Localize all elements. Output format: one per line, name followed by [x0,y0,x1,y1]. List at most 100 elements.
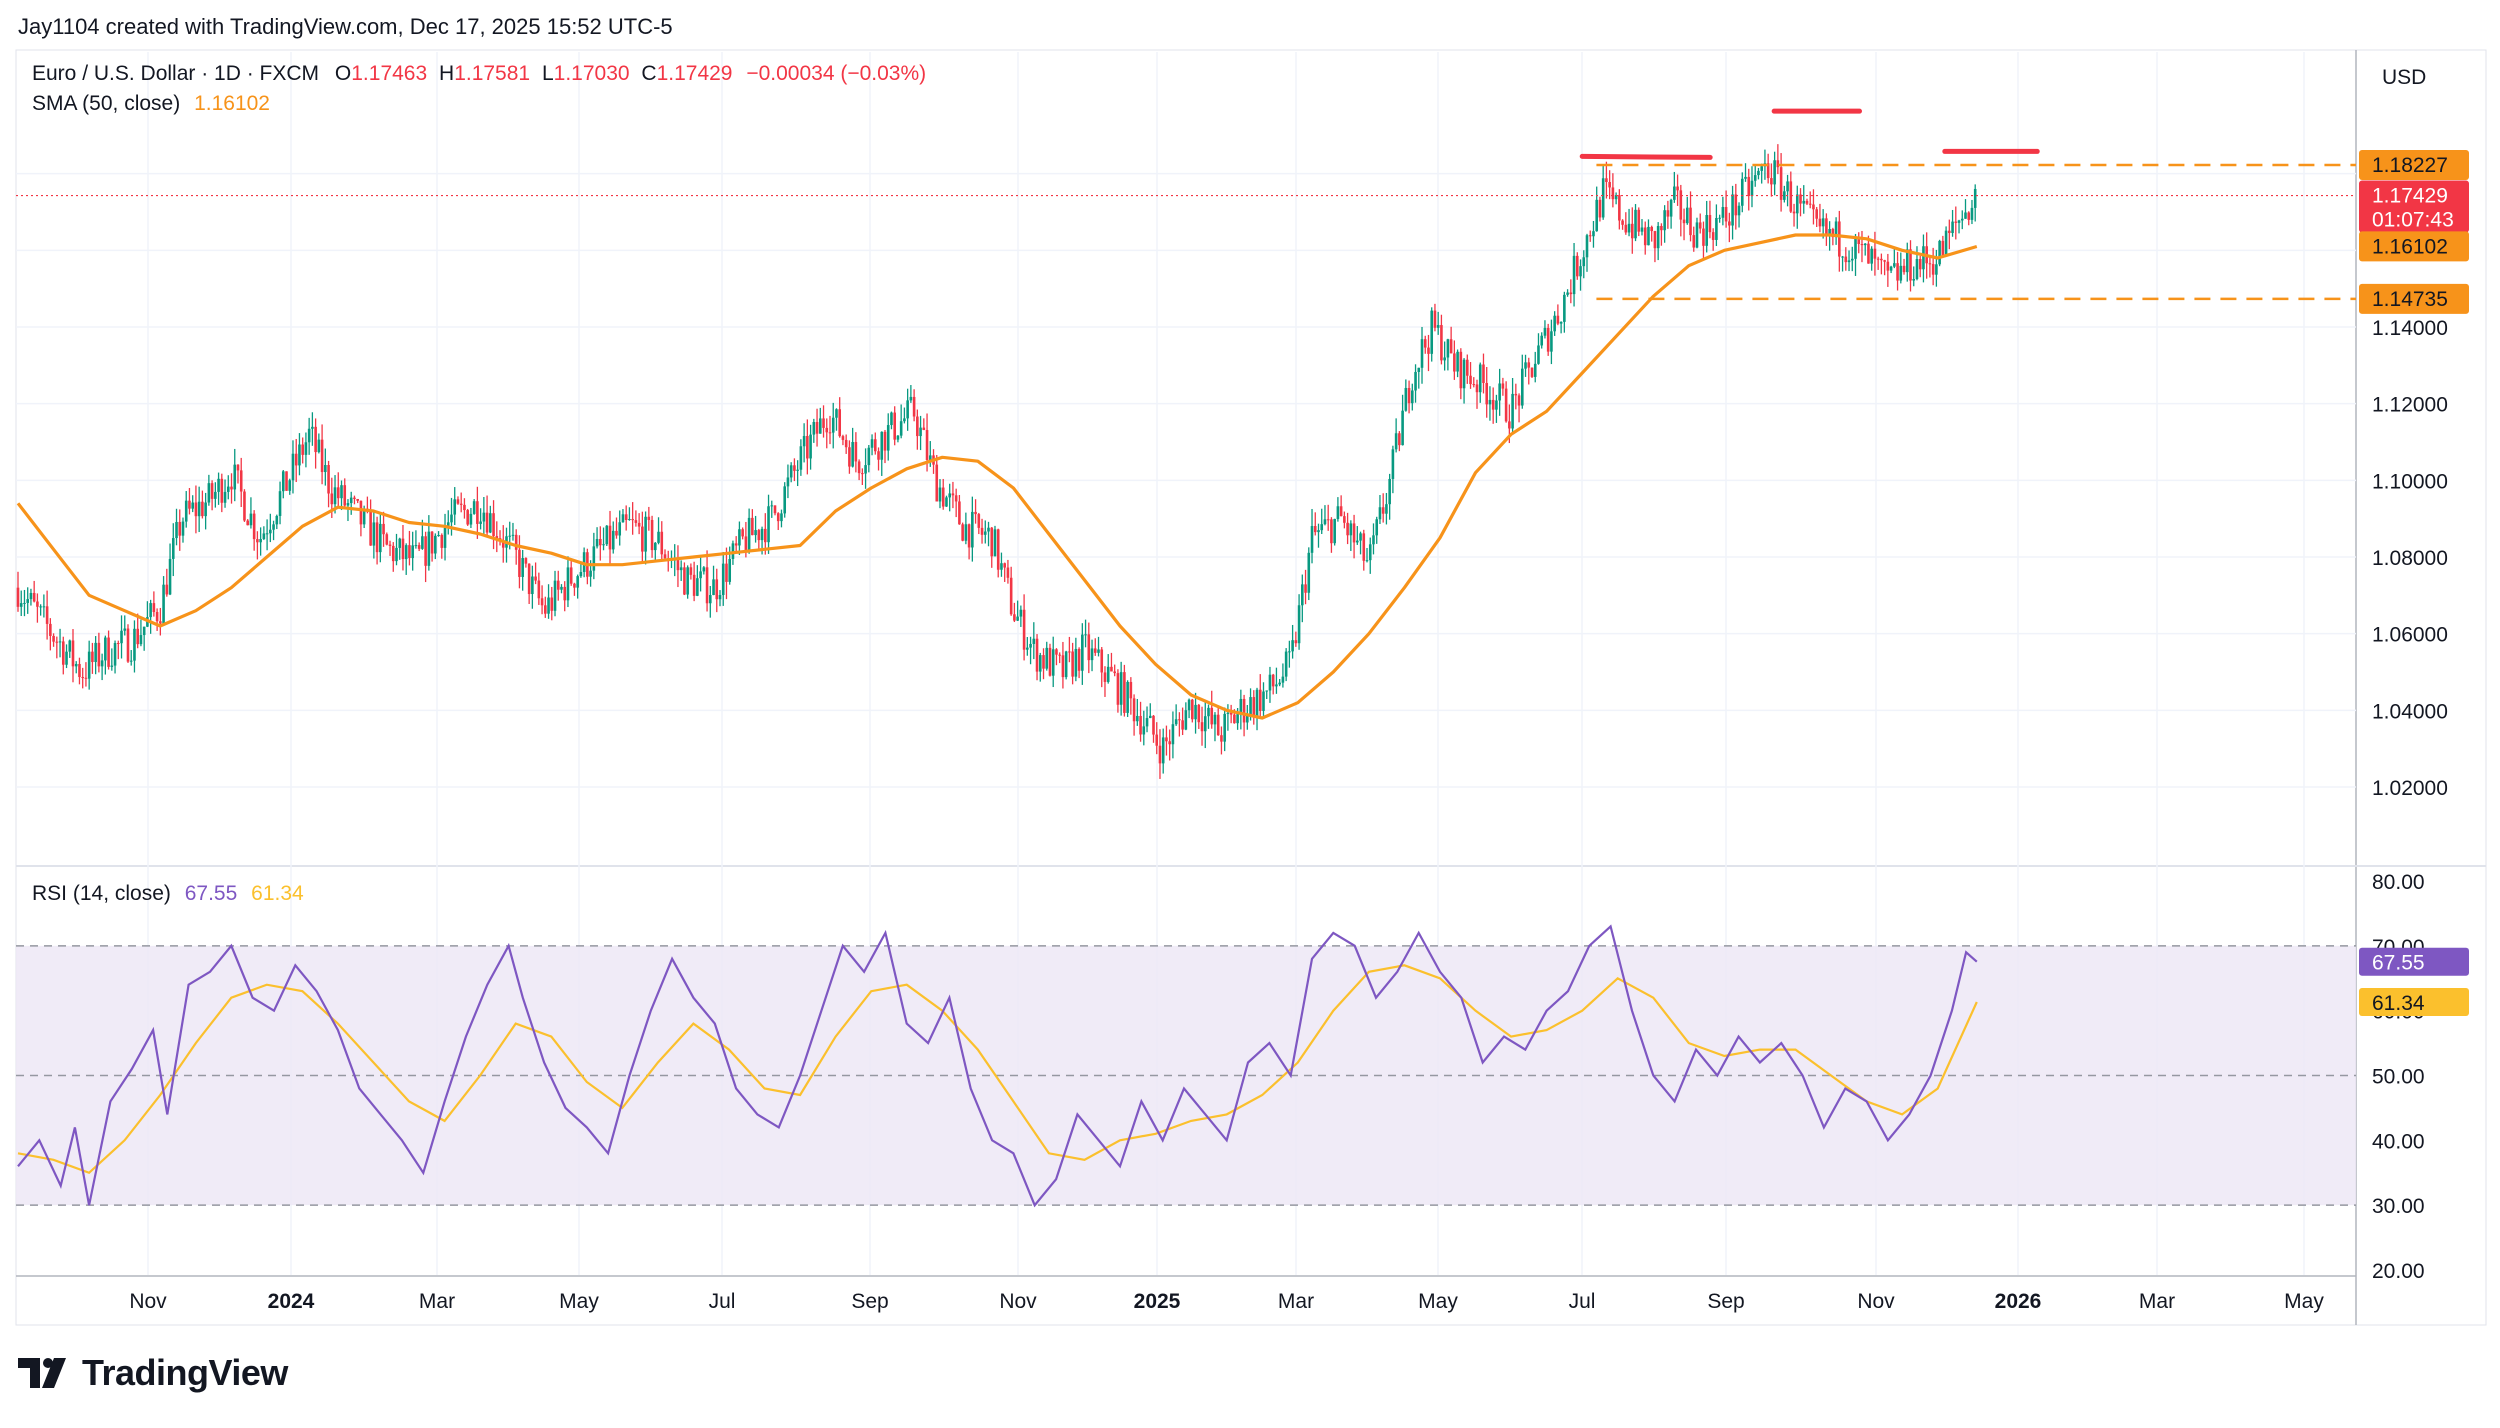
rsi-line [17,924,1978,1208]
candle-body [58,641,62,643]
candle-body [1022,609,1026,650]
candle-body [1258,689,1262,711]
rsi-legend[interactable]: RSI (14, close) 67.55 61.34 [32,882,304,906]
candle-body [1077,648,1081,671]
candle-body [760,528,764,541]
candle-body [330,493,334,505]
candle-body [126,628,130,662]
candle-body [1081,634,1084,671]
candle-body [1288,651,1291,653]
candle-body [1867,243,1870,264]
candle-body [1786,181,1789,192]
candle-body [1844,256,1848,263]
high-label: H [439,62,455,85]
candle-body [1006,567,1010,578]
candle-body [1601,178,1605,218]
candle-body [294,453,298,466]
candle-body [226,486,230,492]
candle-body [382,523,385,535]
candle-body [1915,259,1919,280]
high-value: 1.17581 [454,62,531,85]
candle-body [456,499,460,504]
candle-body [573,583,576,588]
candle-body [637,522,641,527]
candle-body [1517,395,1521,406]
candle-body [1304,584,1307,593]
candle-body [631,518,634,521]
candle-body [113,643,117,666]
candle-body [401,538,405,560]
candle-body [1821,218,1825,227]
candle-body [269,529,272,534]
candle-body [511,534,515,536]
candle-body [1356,540,1359,543]
candle-body [1880,258,1883,261]
candle-body [886,425,890,451]
candle-body [786,477,790,487]
candle-body [485,512,489,533]
candle-body [1705,215,1708,246]
candle-body [1673,186,1676,200]
candle-body [712,579,715,596]
candle-body [236,464,240,471]
currency-label[interactable]: USD [2382,66,2426,89]
candle-body [1203,716,1207,732]
candle-body [1656,226,1660,249]
candle-body [1757,170,1760,176]
candle-body [1721,207,1725,218]
candle-body [446,522,450,528]
candle-body [320,439,324,473]
candle-body [194,502,198,517]
candle-body [544,605,547,614]
candle-body [1446,339,1450,358]
candle-body [252,513,256,540]
candle-body [751,517,754,536]
candle-body [793,465,796,471]
candle-body [880,431,884,460]
sma-legend[interactable]: SMA (50, close) 1.16102 [32,92,270,116]
candle-body [877,451,880,460]
candle-body [1954,221,1958,223]
candle-body [948,493,951,498]
candle-body [123,628,127,631]
candle-body [343,485,347,506]
candle-body [32,592,36,602]
candle-body [553,580,557,611]
candle-body [1417,367,1421,372]
candle-body [1106,666,1110,682]
candle-body [1546,327,1550,352]
tradingview-logo[interactable]: TradingView [18,1352,288,1394]
candle-body [214,491,217,499]
candle-body [1802,200,1806,204]
candle-body [78,663,81,678]
candle-body [385,534,389,545]
candle-body [1944,230,1948,256]
candle-body [1116,673,1120,705]
candle-body [1171,724,1175,745]
candle-body [647,516,651,520]
candle-body [262,533,266,540]
candle-body [281,471,285,492]
candle-body [1352,523,1356,543]
candle-body [1313,526,1317,533]
candle-body [1310,526,1314,553]
candle-body [1792,211,1796,214]
candle-body [1226,712,1230,714]
candle-body [1213,714,1217,725]
candle-body [650,519,654,551]
candle-body [36,601,39,607]
candle-body [1585,235,1589,258]
candle-body [1365,560,1369,562]
rsi-ma-value: 61.34 [251,882,304,905]
candle-body [941,487,945,507]
candle-body [239,470,243,492]
candle-body [514,534,518,550]
candle-body [87,651,91,679]
candle-body [408,545,411,559]
candle-body [1000,563,1003,570]
rsi-ma-badge-bg [2359,987,2469,1016]
candle-body [699,571,702,579]
symbol-title[interactable]: Euro / U.S. Dollar · 1D · FXCM [32,62,320,85]
candle-body [1491,399,1495,410]
